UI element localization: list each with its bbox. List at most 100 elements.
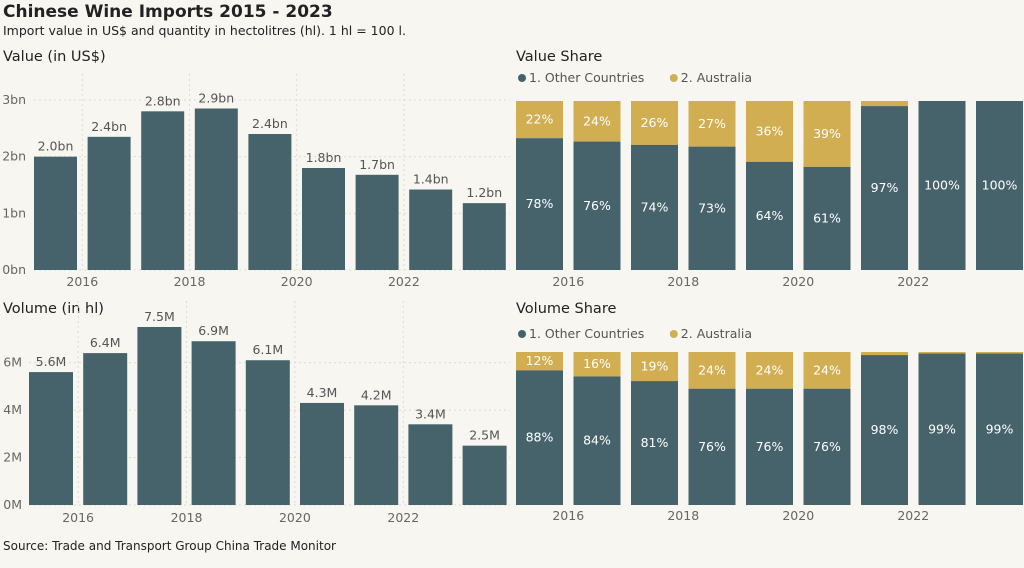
- page-subtitle: Import value in US$ and quantity in hect…: [3, 23, 406, 38]
- bar-australia-2021: [861, 101, 908, 107]
- data-label: 97%: [871, 180, 899, 195]
- bar-2022: [409, 189, 453, 270]
- x-tick-label: 2022: [897, 508, 929, 523]
- bar-other-2018: [688, 146, 736, 270]
- x-tick-label: 2020: [782, 274, 814, 289]
- bar-other-2020: [803, 388, 851, 505]
- legend-swatch: [669, 330, 678, 338]
- bar-other-2016: [573, 141, 621, 270]
- bar-2023: [462, 445, 507, 505]
- bar-other-2017: [631, 381, 678, 505]
- bar-other-2021: [861, 106, 908, 270]
- legend-swatch: [518, 330, 526, 338]
- bar-other-2015: [516, 138, 563, 270]
- data-label: 99%: [986, 421, 1014, 436]
- data-label: 1.4bn: [413, 172, 449, 187]
- data-label: 88%: [526, 430, 554, 445]
- bar-australia-2021: [861, 352, 908, 356]
- bar-australia-2017: [631, 352, 678, 382]
- bar-australia-2019: [746, 352, 793, 389]
- data-label: 1.2bn: [466, 185, 502, 200]
- bar-other-2022: [918, 353, 966, 505]
- bar-2019: [245, 360, 290, 505]
- x-tick-label: 2018: [667, 274, 699, 289]
- legend-label: 2. Australia: [681, 326, 752, 341]
- data-label: 76%: [813, 439, 841, 454]
- data-label: 78%: [526, 196, 554, 211]
- y-tick-label: 4M: [3, 402, 22, 417]
- x-tick-label: 2022: [387, 510, 419, 525]
- panel-title-3: Volume Share: [516, 301, 616, 317]
- bar-australia-2015: [516, 352, 563, 371]
- data-label: 6.9M: [198, 323, 229, 338]
- data-label: 2.9bn: [198, 91, 234, 106]
- bar-australia-2015: [516, 101, 563, 139]
- data-label: 4.3M: [307, 385, 338, 400]
- legend-label: 1. Other Countries: [529, 70, 644, 85]
- x-tick-label: 2016: [552, 274, 584, 289]
- bar-2016: [87, 136, 131, 270]
- data-label: 73%: [698, 200, 726, 215]
- data-label: 100%: [982, 178, 1018, 193]
- data-label: 6.1M: [252, 342, 283, 357]
- bar-australia-2019: [746, 101, 793, 162]
- y-tick-label: 2M: [3, 450, 22, 465]
- legend-label: 2. Australia: [681, 70, 752, 85]
- x-tick-label: 2018: [171, 510, 203, 525]
- bar-australia-2020: [803, 101, 851, 167]
- data-label: 2.4bn: [252, 116, 288, 131]
- data-label: 2.4bn: [91, 119, 127, 134]
- data-label: 5.6M: [36, 354, 67, 369]
- bar-2018: [194, 108, 238, 270]
- legend-label: 1. Other Countries: [529, 326, 644, 341]
- bar-other-2023: [976, 353, 1023, 505]
- data-label: 74%: [641, 199, 669, 214]
- bar-other-2020: [803, 166, 851, 270]
- data-label: 39%: [813, 126, 841, 141]
- bar-australia-2016: [573, 101, 621, 142]
- data-label: 24%: [756, 362, 784, 377]
- data-label: 12%: [526, 353, 554, 368]
- bar-other-2019: [746, 161, 793, 270]
- x-tick-label: 2016: [66, 274, 98, 289]
- data-label: 2.0bn: [38, 139, 74, 154]
- y-tick-label: 0bn: [2, 262, 26, 277]
- bar-other-2015: [516, 370, 563, 505]
- data-label: 3.4M: [415, 406, 446, 421]
- data-label: 6.4M: [90, 335, 121, 350]
- data-label: 84%: [583, 433, 611, 448]
- data-label: 76%: [583, 198, 611, 213]
- bar-other-2019: [746, 388, 793, 505]
- bar-2022: [408, 424, 453, 505]
- x-tick-label: 2018: [667, 508, 699, 523]
- data-label: 26%: [641, 115, 669, 130]
- data-label: 98%: [871, 422, 899, 437]
- bar-2015: [34, 156, 77, 270]
- bar-other-2018: [688, 388, 736, 505]
- data-label: 24%: [698, 362, 726, 377]
- data-label: 1.7bn: [359, 157, 395, 172]
- data-label: 100%: [924, 178, 960, 193]
- data-label: 2.8bn: [145, 93, 181, 108]
- data-label: 16%: [583, 356, 611, 371]
- y-tick-label: 6M: [3, 355, 22, 370]
- y-tick-label: 2bn: [2, 149, 26, 164]
- panel-title-2: Volume (in hl): [3, 301, 104, 317]
- data-label: 24%: [583, 113, 611, 128]
- bar-other-2016: [573, 376, 621, 505]
- x-tick-label: 2020: [279, 510, 311, 525]
- data-label: 36%: [756, 123, 784, 138]
- data-label: 2.5M: [469, 428, 500, 443]
- bar-australia-2020: [803, 352, 851, 389]
- data-label: 22%: [526, 112, 554, 127]
- bar-australia-2022: [918, 352, 966, 354]
- page-title: Chinese Wine Imports 2015 - 2023: [3, 2, 333, 22]
- x-tick-label: 2022: [897, 274, 929, 289]
- data-label: 19%: [641, 359, 669, 374]
- data-label: 4.2M: [361, 387, 392, 402]
- y-tick-label: 0M: [3, 497, 22, 512]
- bar-2017: [141, 111, 185, 270]
- data-label: 99%: [928, 421, 956, 436]
- bar-australia-2023: [976, 352, 1023, 354]
